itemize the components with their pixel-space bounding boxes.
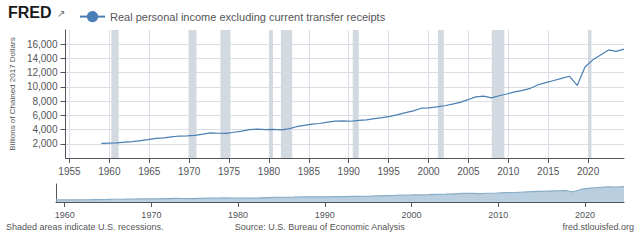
svg-text:Billions of Chained 2017 Dolla: Billions of Chained 2017 Dollars [8, 37, 17, 150]
svg-text:1980: 1980 [228, 210, 248, 220]
svg-text:4,000: 4,000 [32, 124, 57, 135]
svg-text:1970: 1970 [141, 210, 161, 220]
svg-text:1975: 1975 [218, 166, 241, 177]
svg-text:2005: 2005 [457, 166, 480, 177]
svg-text:Source: U.S. Bureau of Economi: Source: U.S. Bureau of Economic Analysis [235, 222, 406, 232]
svg-text:Real personal income excluding: Real personal income excluding current t… [110, 11, 386, 23]
svg-text:1995: 1995 [378, 166, 401, 177]
svg-text:1960: 1960 [55, 210, 75, 220]
svg-text:10,000: 10,000 [27, 81, 58, 92]
svg-text:2020: 2020 [575, 210, 595, 220]
svg-text:1980: 1980 [258, 166, 281, 177]
svg-text:1985: 1985 [298, 166, 321, 177]
svg-text:12,000: 12,000 [27, 67, 58, 78]
svg-text:Shaded areas indicate U.S. rec: Shaded areas indicate U.S. recessions. [6, 222, 164, 232]
svg-text:14,000: 14,000 [27, 53, 58, 64]
svg-text:16,000: 16,000 [27, 39, 58, 50]
svg-text:2,000: 2,000 [32, 138, 57, 149]
svg-text:2010: 2010 [497, 166, 520, 177]
svg-text:1970: 1970 [178, 166, 201, 177]
svg-text:1960: 1960 [98, 166, 121, 177]
svg-text:fred.stlouisfed.org: fred.stlouisfed.org [562, 222, 634, 232]
svg-text:1990: 1990 [338, 166, 361, 177]
svg-text:1990: 1990 [315, 210, 335, 220]
svg-text:FRED: FRED [8, 4, 52, 21]
svg-text:6,000: 6,000 [32, 110, 57, 121]
svg-text:8,000: 8,000 [32, 96, 57, 107]
svg-text:↗: ↗ [57, 8, 65, 19]
svg-text:2000: 2000 [417, 166, 440, 177]
svg-text:2000: 2000 [402, 210, 422, 220]
svg-text:1955: 1955 [58, 166, 81, 177]
svg-text:2010: 2010 [488, 210, 508, 220]
svg-text:2020: 2020 [577, 166, 600, 177]
svg-text:1965: 1965 [138, 166, 161, 177]
svg-text:2015: 2015 [537, 166, 560, 177]
